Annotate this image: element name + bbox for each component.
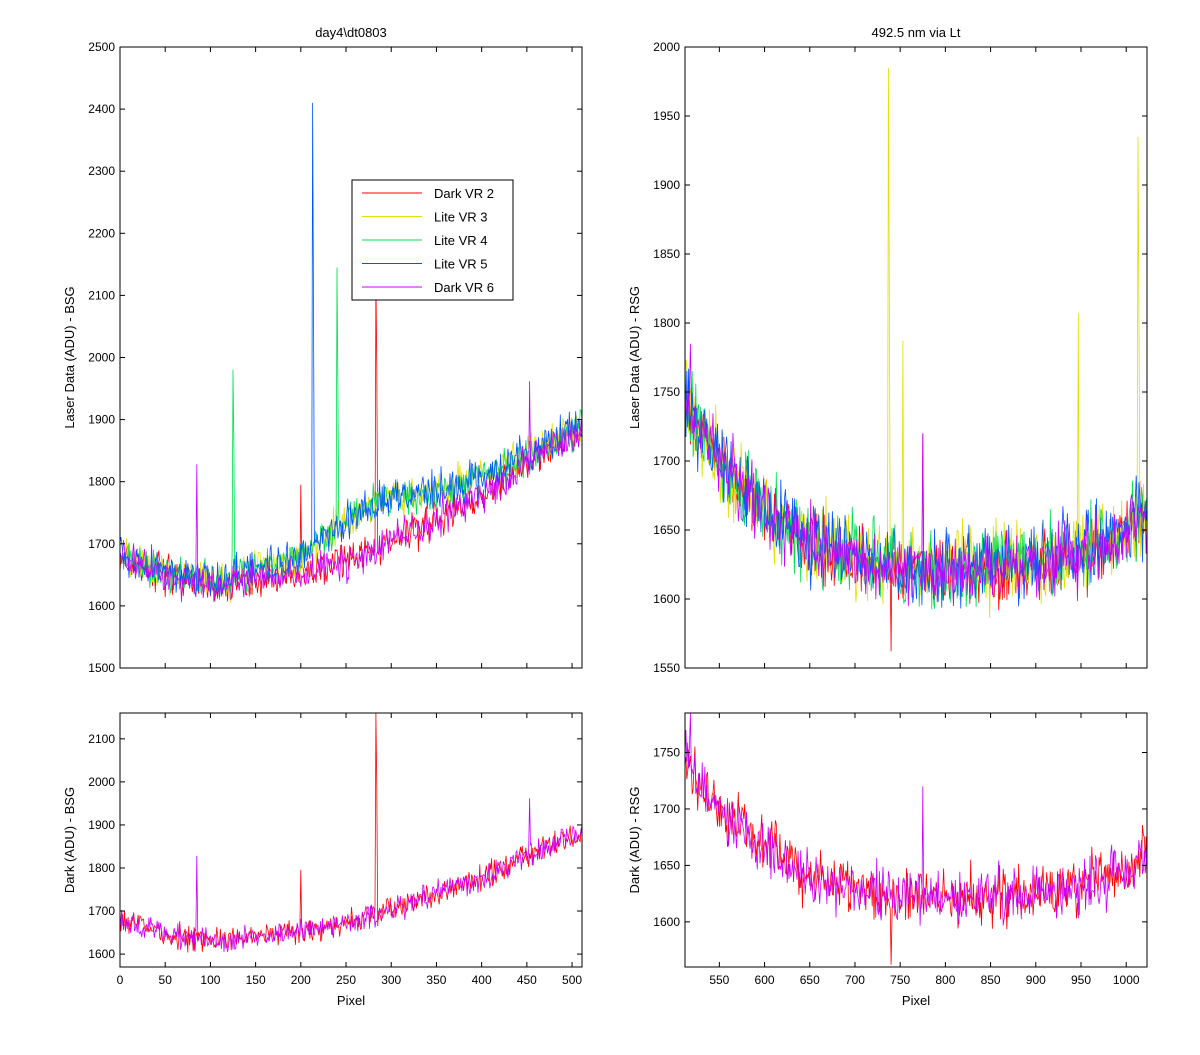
y-tick-label: 1650 [653, 858, 680, 872]
series-line-dark-vr-6 [120, 798, 582, 953]
series-group [685, 67, 1147, 652]
x-axis-label: Pixel [902, 993, 930, 1008]
legend-entry-label: Lite VR 4 [434, 233, 487, 248]
y-tick-label: 2000 [88, 351, 115, 365]
axes-frame [684, 712, 1148, 968]
x-tick-label: 0 [117, 973, 124, 987]
y-tick-label: 2500 [88, 40, 115, 54]
y-axis-label: Laser Data (ADU) - RSG [627, 286, 642, 429]
axes-frame [684, 46, 1148, 669]
legend-entry-label: Lite VR 3 [434, 210, 487, 225]
x-tick-label: 300 [381, 973, 401, 987]
x-tick-label: 850 [981, 973, 1001, 987]
axes-frame [119, 712, 583, 968]
x-tick-label: 500 [562, 973, 582, 987]
y-tick-label: 1600 [653, 915, 680, 929]
series-line-lite-vr-5 [120, 102, 582, 598]
series-line-dark-vr-6 [685, 343, 1147, 607]
y-tick-label: 1550 [653, 661, 680, 675]
y-tick-label: 1750 [653, 746, 680, 760]
series-line-dark-vr-6 [685, 713, 1147, 926]
x-tick-label: 600 [755, 973, 775, 987]
x-tick-label: 750 [890, 973, 910, 987]
legend: Dark VR 2 Lite VR 3 Lite VR 4 Lite VR 5 Dark… [351, 179, 514, 301]
y-tick-label: 1900 [88, 413, 115, 427]
y-tick-label: 1700 [88, 537, 115, 551]
y-tick-label: 1700 [653, 802, 680, 816]
x-tick-label: 250 [336, 973, 356, 987]
y-tick-label: 1500 [88, 661, 115, 675]
series-group [120, 102, 582, 604]
legend-entry-label: Dark VR 2 [434, 186, 494, 201]
y-axis-label: Dark (ADU) - RSG [627, 787, 642, 894]
y-tick-label: 1800 [88, 861, 115, 875]
y-tick-label: 2100 [88, 732, 115, 746]
y-tick-label: 1600 [88, 947, 115, 961]
x-tick-label: 200 [291, 973, 311, 987]
x-tick-label: 50 [159, 973, 173, 987]
y-tick-label: 1700 [653, 454, 680, 468]
y-tick-label: 1700 [88, 904, 115, 918]
y-tick-label: 1900 [653, 178, 680, 192]
x-tick-label: 800 [935, 973, 955, 987]
y-tick-label: 1750 [653, 385, 680, 399]
y-tick-label: 1850 [653, 247, 680, 261]
x-tick-label: 450 [517, 973, 537, 987]
y-axis-label: Dark (ADU) - BSG [62, 787, 77, 893]
series-line-dark-vr-2 [120, 276, 582, 603]
y-tick-label: 2100 [88, 288, 115, 302]
y-tick-label: 2000 [88, 775, 115, 789]
x-tick-label: 150 [246, 973, 266, 987]
chart-title: 492.5 nm via Lt [872, 25, 961, 40]
y-tick-label: 2400 [88, 102, 115, 116]
x-tick-label: 950 [1071, 973, 1091, 987]
legend-entry-label: Lite VR 5 [434, 257, 487, 272]
chart-panel-3: 1600 1700 1800 1900 2000 2100 0 50 100 150 200 250 3… [62, 712, 583, 1008]
y-tick-label: 1800 [653, 316, 680, 330]
y-tick-label: 2200 [88, 226, 115, 240]
y-tick-label: 1900 [88, 818, 115, 832]
x-tick-label: 550 [709, 973, 729, 987]
y-tick-label: 1650 [653, 523, 680, 537]
x-tick-label: 100 [200, 973, 220, 987]
x-axis-label: Pixel [337, 993, 365, 1008]
x-tick-label: 900 [1026, 973, 1046, 987]
y-tick-label: 1600 [653, 592, 680, 606]
chart-panel-1: 1500 1600 1700 1800 1900 2000 2100 2200 2300 2400… [62, 25, 583, 675]
y-tick-label: 2000 [653, 40, 680, 54]
plot-area [685, 47, 1147, 668]
chart-panel-4: 1600 1650 1700 1750 550 600 650 700 750 800 850 900… [627, 712, 1148, 1008]
x-tick-label: 650 [800, 973, 820, 987]
series-line-dark-vr-6 [120, 381, 582, 603]
x-tick-label: 1000 [1113, 973, 1140, 987]
y-tick-label: 1800 [88, 475, 115, 489]
chart-panel-2: 1550 1600 1650 1700 1750 1800 1850 1900 1950 2000… [627, 25, 1148, 675]
x-tick-label: 350 [426, 973, 446, 987]
x-tick-label: 700 [845, 973, 865, 987]
y-tick-label: 2300 [88, 164, 115, 178]
series-group [120, 713, 582, 953]
y-tick-label: 1950 [653, 109, 680, 123]
y-tick-label: 1600 [88, 599, 115, 613]
x-tick-label: 400 [472, 973, 492, 987]
chart-title: day4\dt0803 [315, 25, 387, 40]
series-group [685, 713, 1147, 965]
plot-area [120, 47, 582, 668]
y-axis-label: Laser Data (ADU) - BSG [62, 286, 77, 428]
legend-entry-label: Dark VR 6 [434, 280, 494, 295]
